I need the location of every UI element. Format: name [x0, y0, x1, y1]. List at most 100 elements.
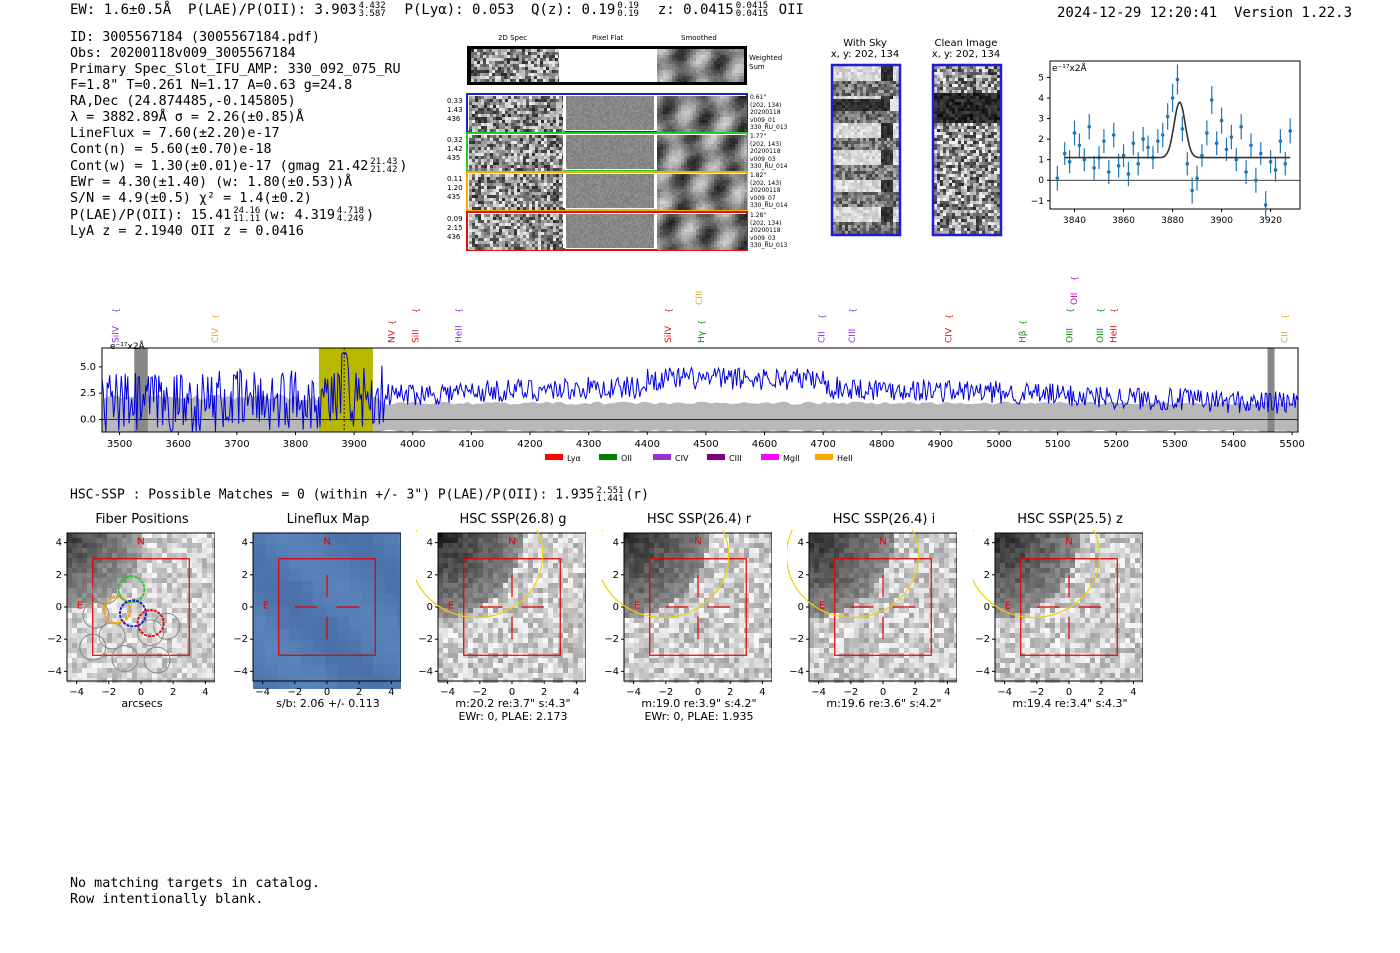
zoom-data-point [1055, 176, 1060, 180]
hsc-x-tick-label: 2 [541, 687, 547, 698]
hsc-y-tick-label: −4 [975, 666, 990, 677]
zoom-x-tick-label: 3920 [1259, 216, 1282, 226]
fiber-right-value: (202, 134) [750, 101, 782, 109]
spectral-line-brace: { [1281, 314, 1290, 319]
fiber-circle [117, 575, 146, 604]
zoom-data-point [1082, 157, 1087, 162]
compass-east: E [77, 601, 83, 612]
zoom-data-point [1121, 153, 1126, 158]
hsc-panel-title: HSC SSP(25.5) z [1017, 512, 1123, 527]
aperture-box [92, 558, 190, 656]
zoom-data-point [1175, 77, 1180, 82]
hsc-y-tick-label: 0 [427, 602, 433, 613]
sum-label: Sum [749, 63, 765, 71]
weighted-label: Weighted [749, 54, 783, 62]
fiber-circle [153, 612, 181, 640]
fiber-circle [136, 609, 165, 638]
fiber-row-left-4: 0.09 2.15 436 [447, 215, 463, 242]
zoom-data-point [1126, 172, 1131, 176]
spectral-line-brace: { [1096, 308, 1105, 313]
spectrum-x-tick-label: 4800 [869, 439, 894, 450]
zoom-data-point [1219, 118, 1224, 123]
fiber-right-value: v009_01 [750, 116, 776, 124]
clean-image [931, 63, 1003, 237]
zoom-data-point [1190, 188, 1194, 193]
fiber-right-value: 330_RU_014 [750, 202, 788, 209]
fiber-right-value: 20200118 [750, 187, 781, 194]
spectrum-x-tick-label: 4000 [400, 439, 425, 450]
fiber-circle [102, 596, 131, 625]
fiber-right-value: 330_RU_013 [750, 242, 788, 249]
contw-label: Cont(w) = 1.30(±0.01)e-17 (gmag 21.42 [70, 159, 369, 174]
fiber-sep [654, 135, 657, 169]
hsc-header-end: (r) [625, 487, 649, 503]
spectral-line-id: Hγ { [697, 320, 707, 343]
spectral-line-label: CII [1281, 331, 1291, 343]
with-sky-title: With Sky x, y: 202, 134 [820, 38, 910, 60]
zoom-data-point [1102, 139, 1106, 143]
fiber-circle [137, 619, 165, 647]
zoom-unit-label: e⁻¹⁷x2Å [1052, 62, 1088, 74]
zoom-data-point [1278, 139, 1283, 143]
fiber-circle [82, 601, 110, 629]
hsc-x-tick-label: 0 [1066, 687, 1072, 698]
zoom-data-point [1077, 143, 1082, 148]
hsc-panel-label: s/b: 2.06 +/- 0.113 [276, 697, 380, 710]
fiber-right-value: (202, 143) [750, 179, 782, 187]
spectral-line-id: CIV { [211, 314, 221, 343]
zoom-x-tick-label: 3880 [1161, 216, 1184, 226]
fiber-right-value: 20200118 [750, 148, 781, 155]
spectral-line-id: HeII { [454, 308, 464, 343]
fiber-right-value: 330_RU_013 [750, 124, 788, 131]
spectrum-frame [101, 347, 1299, 433]
hsc-cutout-image: N E −4 −4 −2 −2 0 0 2 2 4 4 [233, 532, 401, 698]
fiber-circle [111, 644, 139, 672]
hsc-cutout-image: N E −4 −4 −2 −2 0 0 2 2 4 4 [47, 532, 215, 698]
footer-line-2: Row intentionally blank. [70, 892, 264, 907]
hsc-x-tick-label: 0 [138, 687, 144, 698]
zoom-data-point [1283, 161, 1288, 166]
spectrum-x-tick-label: 3500 [107, 439, 132, 450]
hsc-x-tick-label: 4 [573, 687, 579, 698]
with-sky-image [830, 63, 902, 237]
spectral-line-label: OIII [1096, 328, 1106, 343]
spectrum-noise-band [102, 394, 1298, 432]
timestamp: 2024-12-29 12:20:41 [1057, 5, 1218, 21]
spectral-line-label: OII [1070, 293, 1080, 305]
hsc-panel-label: arcsecs [121, 697, 163, 710]
hsc-x-tick-label: 4 [1130, 687, 1136, 698]
hsc-x-tick-label: 2 [727, 687, 733, 698]
hsc-y-tick-label: 2 [613, 570, 619, 581]
plae2-mid: (w: 4.319 [262, 208, 335, 223]
col-title-smoothed: Smoothed [681, 34, 717, 42]
hsc-y-tick-label: −4 [789, 666, 804, 677]
info-obs: Obs: 20200118v009_3005567184 [70, 46, 296, 61]
hsc-panel-title: Fiber Positions [95, 512, 189, 527]
hsc-pixels [438, 533, 586, 683]
spectral-line-id: CIII{ [695, 291, 705, 305]
fiber-left-value: 436 [447, 115, 461, 123]
hsc-x-tick-label: 2 [356, 687, 362, 698]
hsc-y-tick-label: −4 [418, 666, 433, 677]
qz-hi: 0.19 [617, 1, 639, 11]
info-sn: S/N = 4.9(±0.5) χ² = 1.4(±0.2) [70, 191, 312, 206]
hsc-x-tick-label: −4 [69, 687, 84, 698]
hsc-x-tick-label: 0 [324, 687, 330, 698]
fiber-row-labels: 0.33 1.43 436 0.61" (202, 134) 20200118 v009_0… [440, 32, 790, 257]
spectral-line-label: SiIV [664, 325, 674, 343]
spectrum-x-tick-label: 5400 [1221, 439, 1246, 450]
info-lineflux: LineFlux = 7.60(±2.20)e-17 [70, 126, 280, 141]
plae-lo: 3.587 [358, 9, 386, 19]
spectral-line-id: OII { [1070, 276, 1080, 305]
col-title-pixelflat: Pixel Flat [592, 34, 624, 42]
zoom-data-point [1062, 151, 1067, 156]
fiber-sep [563, 174, 566, 208]
zoom-axes-frame [1049, 60, 1301, 210]
hsc-panel-title: HSC SSP(26.4) i [832, 512, 936, 527]
fiber-sep [654, 214, 657, 248]
hsc-y-tick-label: 4 [242, 538, 248, 549]
zoom-data-point [1131, 141, 1136, 146]
spectral-line-brace: { [111, 308, 120, 313]
info-primary: Primary Spec_Slot_IFU_AMP: 330_092_075_R… [70, 62, 401, 77]
hsc-cutout-image: N E −4 −4 −2 −2 0 0 2 2 4 4 [973, 530, 1143, 698]
